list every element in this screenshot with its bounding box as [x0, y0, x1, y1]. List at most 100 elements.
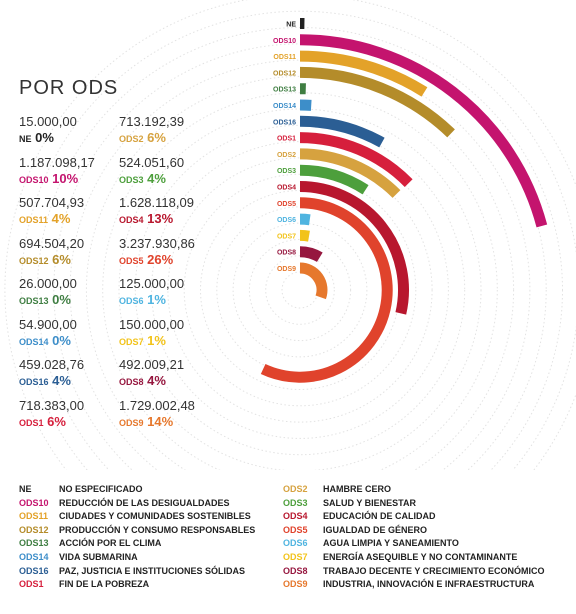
stat-amount: 713.192,39	[119, 114, 185, 129]
stat-share: ODS10 10%	[19, 171, 129, 188]
stat-ods1: 718.383,00 ODS1 6%	[19, 398, 129, 431]
guide-circle	[85, 75, 515, 470]
ring-label-ods16: ODS16	[273, 119, 296, 126]
stat-share: ODS16 4%	[19, 373, 129, 390]
ring-label-ods14: ODS14	[273, 103, 296, 110]
ring-label-ods12: ODS12	[273, 70, 296, 77]
ring-label-ne: NE	[286, 22, 296, 29]
stat-percent: 14%	[143, 413, 174, 429]
stat-amount: 718.383,00	[19, 397, 85, 413]
legend-item-ods12: ODS12 PRODUCCIÓN Y CONSUMO RESPONSABLES	[19, 524, 255, 536]
legend-name: EDUCACIÓN DE CALIDAD	[323, 511, 436, 522]
stat-amount: 524.051,60	[119, 154, 185, 170]
stat-code: ODS16	[19, 377, 49, 387]
stat-ods3: 524.051,60 ODS3 4%	[119, 155, 229, 188]
legend-code: NE	[19, 484, 32, 494]
arc-ods8	[299, 246, 323, 263]
legend-code: ODS10	[19, 497, 49, 508]
stat-share: ODS5 26%	[119, 252, 229, 269]
legend-code: ODS1	[19, 579, 44, 590]
guide-circle	[53, 43, 547, 470]
stat-percent: 6%	[43, 413, 66, 429]
stat-amount: 15.000,00	[19, 114, 77, 129]
legend-code: ODS3	[283, 497, 308, 508]
stat-ods8: 492.009,21 ODS8 4%	[119, 357, 229, 390]
stat-amount: 26.000,00	[19, 276, 77, 291]
ring-label-ods4: ODS4	[277, 185, 296, 192]
stat-code: ODS4	[119, 215, 144, 225]
ring-label-ods13: ODS13	[273, 87, 296, 94]
stat-code: ODS10	[19, 174, 49, 185]
guide-circle	[102, 92, 498, 470]
stat-share: ODS2 6%	[119, 130, 229, 147]
legend-name: HAMBRE CERO	[323, 484, 392, 494]
stat-code: ODS11	[19, 215, 49, 225]
stat-code: ODS6	[119, 296, 144, 306]
stat-ods12: 694.504,20 ODS12 6%	[19, 236, 129, 269]
legend-name: AGUA LIMPIA Y SANEAMIENTO	[323, 538, 459, 549]
stat-amount: 54.900,00	[19, 316, 77, 332]
stat-amount: 1.729.002,48	[119, 397, 195, 413]
stat-percent: 4%	[48, 211, 71, 226]
guide-circle	[183, 173, 417, 407]
stat-percent: 4%	[143, 373, 166, 388]
guide-circle	[232, 222, 368, 358]
stat-ods5: 3.237.930,86 ODS5 26%	[119, 236, 229, 269]
arc-ods4	[299, 181, 409, 315]
stat-code: ODS7	[119, 336, 144, 347]
ring-label-ods2: ODS2	[277, 152, 296, 159]
arc-ods10	[299, 34, 548, 228]
ring-label-ods8: ODS8	[277, 250, 296, 257]
guide-circle	[265, 255, 335, 325]
stat-ods6: 125.000,00 ODS6 1%	[119, 276, 229, 309]
guide-circle	[134, 124, 466, 456]
ring-label-ods11: ODS11	[273, 54, 296, 61]
stat-amount: 694.504,20	[19, 235, 85, 251]
legend-code: ODS14	[19, 552, 49, 562]
stat-percent: 26%	[143, 251, 174, 267]
stat-code: ODS14	[19, 336, 49, 347]
legend-name: TRABAJO DECENTE Y CRECIMIENTO ECONÓMICO	[323, 565, 545, 576]
legend-item-ods4: ODS4 EDUCACIÓN DE CALIDAD	[283, 510, 436, 522]
ring-label-ods7: ODS7	[277, 233, 296, 240]
stat-amount: 1.187.098,17	[19, 154, 95, 170]
legend-name: REDUCCIÓN DE LAS DESIGUALDADES	[59, 497, 230, 508]
arc-ods16	[299, 115, 385, 148]
stat-ods14: 54.900,00 ODS14 0%	[19, 317, 129, 350]
stat-share: ODS9 14%	[119, 414, 229, 431]
legend-code: ODS5	[283, 524, 308, 535]
legend-item-ods1: ODS1 FIN DE LA POBREZA	[19, 578, 149, 590]
legend-code: ODS11	[19, 511, 49, 522]
stat-share: ODS4 13%	[119, 211, 229, 228]
stat-share: ODS11 4%	[19, 211, 129, 228]
legend-code: ODS2	[283, 484, 308, 494]
stat-share: ODS12 6%	[19, 252, 129, 269]
stat-code: NE	[19, 134, 32, 144]
arc-ods9	[299, 262, 328, 300]
legend-item-ods9: ODS9 INDUSTRIA, INNOVACIÓN E INFRAESTRUCT…	[283, 578, 534, 590]
arc-ods12	[299, 66, 455, 138]
stat-share: ODS3 4%	[119, 171, 229, 188]
stat-ods16: 459.028,76 ODS16 4%	[19, 357, 129, 390]
legend-item-ods5: ODS5 IGUALDAD DE GÉNERO	[283, 524, 427, 536]
legend-item-ods8: ODS8 TRABAJO DECENTE Y CRECIMIENTO ECONÓM…	[283, 565, 545, 577]
legend-name: NO ESPECIFICADO	[59, 484, 143, 494]
arc-ods5	[260, 197, 393, 383]
stat-percent: 13%	[143, 211, 174, 226]
arc-ods11	[299, 50, 428, 97]
legend-item-ods13: ODS13 ACCIÓN POR EL CLIMA	[19, 537, 161, 549]
stat-amount: 125.000,00	[119, 276, 185, 291]
legend-code: ODS7	[283, 552, 308, 562]
legend-code: ODS6	[283, 538, 308, 549]
legend-name: PRODUCCIÓN Y CONSUMO RESPONSABLES	[59, 524, 256, 535]
arc-ods2	[299, 148, 401, 198]
legend-item-ods16: ODS16 PAZ, JUSTICIA E INSTITUCIONES SÓLID…	[19, 565, 245, 577]
stat-amount: 150.000,00	[119, 316, 185, 332]
stat-amount: 459.028,76	[19, 357, 85, 372]
guide-circle	[248, 238, 352, 342]
legend-code: ODS8	[283, 565, 308, 576]
stat-percent: 6%	[48, 251, 71, 267]
stat-ods13: 26.000,00 ODS13 0%	[19, 276, 129, 309]
stat-code: ODS1	[19, 417, 44, 428]
stat-percent: 6%	[143, 130, 166, 145]
